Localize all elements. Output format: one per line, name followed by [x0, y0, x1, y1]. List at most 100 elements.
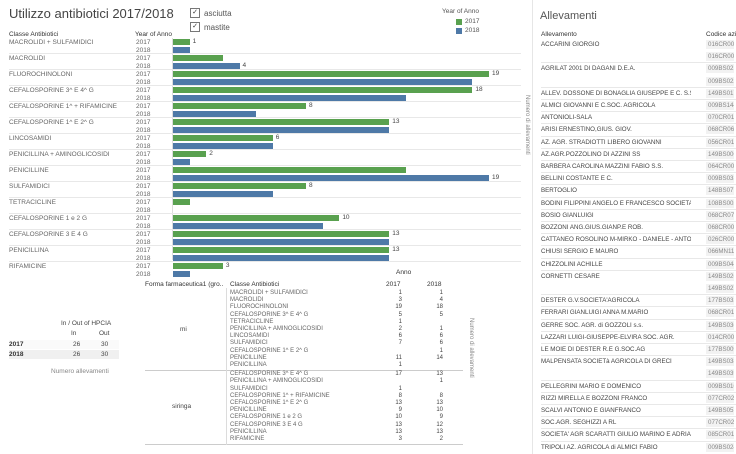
bar-2017[interactable] [173, 71, 489, 77]
pivot-value-2017: 6 [398, 333, 402, 340]
farm-name-cell[interactable]: SOCIETA' AGR SCARATTI GIULIO MARINO E AD… [541, 431, 691, 439]
bar-2017[interactable] [173, 183, 307, 189]
bar-2018[interactable] [173, 239, 390, 245]
pivot-value-2017: 5 [398, 311, 402, 318]
hpcia-row-2017: 2017 26 30 [9, 340, 119, 349]
bar-2018[interactable] [173, 95, 406, 101]
bar-row-separator [9, 133, 521, 134]
bar-2017[interactable] [173, 151, 207, 157]
pivot-class-cell: MACROLIDI [230, 297, 264, 304]
farm-row-separator [541, 318, 736, 320]
farm-name-cell[interactable]: ALLEV. DOSSONE DI BONAGLIA GIUSEPPE E C.… [541, 89, 691, 97]
pivot-value-2018: 5 [439, 311, 443, 318]
bar-2017[interactable] [173, 247, 390, 253]
farm-row-separator [541, 306, 736, 308]
farm-code-cell: 148BS077 [706, 186, 734, 196]
farm-name-cell[interactable]: TRIPOLI AZ. AGRICOLA di ALMICI FABIO [541, 443, 658, 451]
legend-item-2017[interactable]: 2017 [456, 17, 479, 26]
farm-name-cell[interactable]: CHIZZOLINI ACHILLE [541, 260, 603, 268]
farm-name-cell[interactable]: ARISI ERNESTINO,GIUS. GIOV. [541, 126, 632, 134]
pivot-class-cell: FLUOROCHINOLONI [230, 304, 289, 311]
farm-name-cell[interactable]: FERRARI GIANLUIGI ANNA M.MARIO [541, 309, 649, 317]
farm-name-cell[interactable]: AGRILAT 2001 DI DAGANI D.E.A. [541, 65, 636, 73]
bar-2017[interactable] [173, 119, 390, 125]
pivot-class-cell: CEFALOSPORINE 1^ E 2^ G [230, 347, 309, 354]
pivot-group-separator [145, 370, 463, 372]
bar-2017[interactable] [173, 135, 273, 141]
bar-2018[interactable] [173, 127, 390, 133]
farm-name-cell[interactable]: ACCARINI GIORGIO [541, 41, 600, 48]
bar-data-label: 3 [225, 262, 230, 269]
bar-2018[interactable] [173, 191, 273, 197]
bar-2018[interactable] [173, 175, 489, 181]
farm-name-cell[interactable]: ALMICI GIOVANNI E C.SOC. AGRICOLA [541, 102, 656, 109]
bar-data-label: 6 [275, 134, 280, 141]
farm-name-cell[interactable]: BARBERA CAROLINA MAZZINI FABIO S.S. [541, 163, 664, 170]
bar-2017[interactable] [173, 167, 406, 173]
bar-2018[interactable] [173, 79, 473, 85]
bar-2018[interactable] [173, 143, 273, 149]
bar-row-separator [9, 229, 521, 230]
bar-2017[interactable] [173, 263, 223, 269]
bar-2017[interactable] [173, 103, 307, 109]
bar-category-label: CEFALOSPORINE 3^ E 4^ G [9, 87, 94, 94]
farm-row-separator [541, 294, 736, 296]
pivot-class-cell: CEFALOSPORINE 1^ + RIFAMICINE [230, 392, 330, 399]
bar-category-label: MACROLIDI + SULFAMIDICI [9, 39, 94, 46]
farm-row-separator [541, 208, 736, 210]
bar-year-label: 2017 [136, 167, 151, 174]
farm-name-cell[interactable]: PELLEGRINI MARIO E DOMENICO [541, 382, 642, 390]
filter-label: mastite [204, 22, 230, 32]
farm-name-cell[interactable]: RIZZI MIRELLA E BOZZONI FRANCO [541, 394, 648, 402]
farm-name-cell[interactable]: MALPENSATA SOCIETà AGRICOLA DI GRECI [541, 358, 672, 366]
farm-name-cell[interactable]: BOSIO GIANLUIGI [541, 211, 594, 219]
bar-2018[interactable] [173, 47, 190, 53]
bar-2018[interactable] [173, 223, 323, 229]
bar-2017[interactable] [173, 39, 190, 45]
bar-2018[interactable] [173, 111, 257, 117]
bar-2017[interactable] [173, 231, 390, 237]
farm-name-cell[interactable]: ANTONIOLI-SALA [541, 114, 593, 122]
pivot-col-divider [226, 288, 227, 446]
checkbox-checked-icon[interactable]: ✓ [190, 8, 200, 18]
bar-year-label: 2017 [136, 119, 151, 126]
farm-name-cell[interactable]: BOZZONI ANG.GIUS.GIANP.E ROB. [541, 224, 643, 231]
farm-name-cell[interactable]: SCALVI ANTONIO E GIANFRANCO [541, 407, 641, 414]
pivot-class-cell: CEFALOSPORINE 1 e 2 G [230, 414, 303, 421]
farm-name-cell[interactable]: AZ. AGR. STRADIOTTI LIBERO GIOVANNI [541, 138, 662, 146]
bar-2017[interactable] [173, 215, 340, 221]
farm-name-cell[interactable]: BELLINI COSTANTE E C. [541, 175, 613, 183]
farm-name-cell[interactable]: DESTER G.V.SOCIETA'AGRICOLA [541, 297, 640, 305]
pivot-value-2017: 9 [398, 407, 402, 414]
pivot-value-2017: 1 [398, 318, 402, 325]
bar-2017[interactable] [173, 199, 190, 205]
farm-name-cell[interactable]: LE MOIE DI DESTER R.E G.SOC.AG [541, 346, 646, 353]
farm-name-cell[interactable]: GERRE SOC. AGR. di GOZZOLI s.s. [541, 321, 644, 329]
pivot-value-2018: 14 [436, 354, 443, 361]
filter-mastite[interactable]: ✓ mastite [190, 20, 232, 34]
farm-code-cell: 149BS039 [706, 369, 734, 379]
bar-2017[interactable] [173, 55, 223, 61]
farm-name-cell[interactable]: CATTANEO ROSOLINO M-MIRKO - DANIELE - AN… [541, 236, 691, 244]
farm-name-cell[interactable]: AZ.AGR.POZZOLINO DI AZZINI SS [541, 150, 641, 158]
pivot-value-2017: 3 [398, 436, 402, 442]
filter-asciutta[interactable]: ✓ asciutta [190, 6, 232, 20]
bar-year-label: 2018 [136, 79, 151, 86]
checkbox-checked-icon[interactable]: ✓ [190, 22, 200, 32]
hpcia-in-value: 26 [73, 351, 81, 358]
farm-name-cell[interactable]: LAZZARI LUIGI-GIUSEPPE-ELVIRA SOC. AGR. [541, 333, 675, 341]
pivot-class-cell: TETRACICLINE [230, 318, 274, 325]
bar-2018[interactable] [173, 159, 190, 165]
farm-name-cell[interactable]: BODINI FILIPPINI ANGELO E FRANCESCO SOCI… [541, 199, 691, 207]
farm-name-cell[interactable]: CHIUSI SERGIO E MAURO [541, 248, 619, 256]
farm-name-cell[interactable]: CORNETTI CESARE [541, 272, 600, 280]
farm-name-cell[interactable]: BERTOGLIO [541, 187, 577, 195]
filter-panel: ✓ asciutta ✓ mastite [190, 6, 232, 34]
bar-2018[interactable] [173, 271, 190, 277]
bar-2018[interactable] [173, 255, 390, 261]
farm-code-cell: 026CR003 [706, 235, 734, 245]
bar-2018[interactable] [173, 63, 240, 69]
legend-item-2018[interactable]: 2018 [456, 26, 479, 35]
farm-name-cell[interactable]: SOC.AGR. SEGHIZZI A RL [541, 419, 617, 427]
bar-2017[interactable] [173, 87, 473, 93]
